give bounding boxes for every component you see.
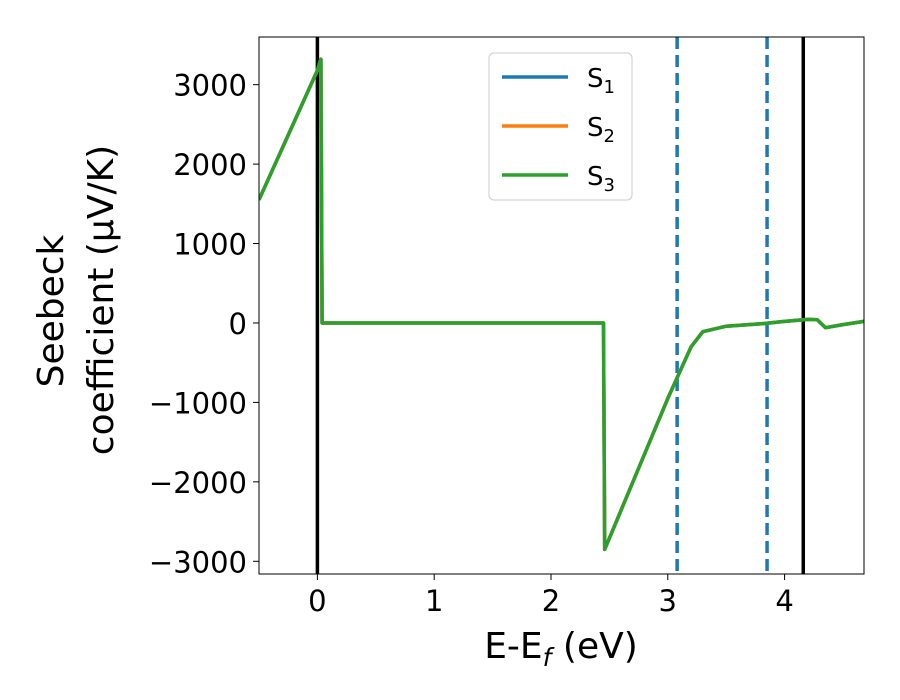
x-axis-label: E-Ef (eV) (484, 626, 638, 672)
y-tick-label: 3000 (173, 69, 247, 103)
y-tick-label: −2000 (149, 466, 247, 500)
y-tick-label: 2000 (173, 148, 247, 182)
y-tick-label: −3000 (149, 545, 247, 579)
y-axis-label-line1: Seebeck (31, 234, 72, 387)
y-tick-label: 0 (229, 307, 247, 341)
y-axis-label-line2: coefficient (μV/K) (81, 145, 122, 455)
x-tick-label: 2 (542, 584, 560, 618)
legend: S1 S2 S3 (488, 52, 633, 201)
y-tick-label: −1000 (149, 386, 247, 420)
reference-lines (315, 37, 806, 574)
series-group (259, 57, 864, 552)
series-line-S3 (259, 57, 864, 552)
x-axis: 0 1 2 3 4 (308, 574, 794, 618)
x-tick-label: 3 (659, 584, 677, 618)
x-tick-label: 1 (425, 584, 443, 618)
y-tick-label: 1000 (173, 228, 247, 262)
legend-label-S1: S1 (587, 64, 615, 98)
y-axis: 3000 2000 1000 0 −1000 −2000 −3000 (149, 69, 259, 579)
x-tick-label: 0 (308, 584, 326, 618)
legend-label-S3: S3 (587, 162, 615, 196)
plot-frame (258, 36, 865, 575)
legend-label-S2: S2 (587, 113, 615, 147)
x-tick-label: 4 (775, 584, 793, 618)
